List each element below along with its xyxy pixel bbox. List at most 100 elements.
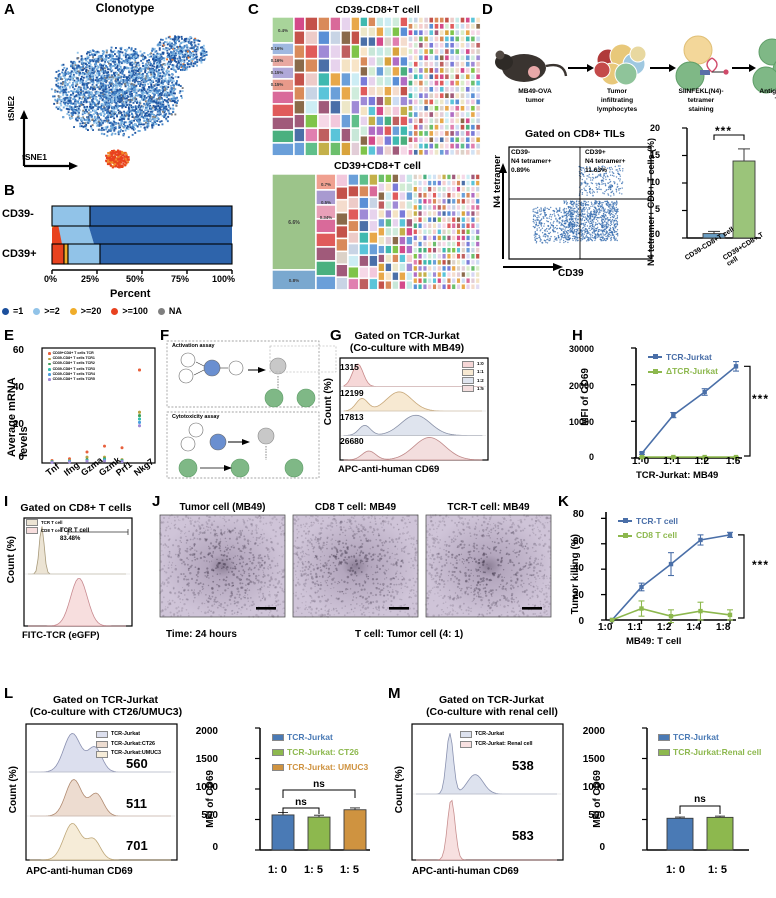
panel-m-hist-legend: TCR-Jurkat TCR-Jurkat: Renal cell <box>460 730 533 749</box>
panel-i-ylabel: Count (%) <box>6 536 17 584</box>
legend-swatch-icon <box>26 527 38 535</box>
panel-label-f: F <box>160 327 170 344</box>
panel-l-hist-legend-label-2: TCR-Jurkat:UMUC3 <box>111 750 162 757</box>
panel-b-xtick-1: 25% <box>81 274 100 284</box>
legend-swatch-icon <box>272 763 284 771</box>
panel-l-bar-xtick-2: 1: 5 <box>340 864 359 876</box>
panel-l-hist-legend: TCR-Jurkat TCR-Jurkat:CT26 TCR-Jurkat:UMUC… <box>96 730 161 759</box>
panel-a-tsne-plot: tSNE1 tSNE2 <box>6 18 238 188</box>
panel-h-ytick-1: 20000 <box>568 381 594 391</box>
panel-label-j: J <box>152 493 161 510</box>
panel-m-mfi-value-1: 583 <box>512 828 534 843</box>
panel-b-legend: =1 >=2 >=20 >=100 NA <box>2 306 182 316</box>
panel-g-legend-label-2: 1:2 <box>477 377 484 383</box>
panel-l-ylabel: Count (%) <box>8 766 19 814</box>
panel-b-row2-label: CD39+ <box>2 248 37 260</box>
panel-g-histogram <box>338 356 490 462</box>
svg-text:6.6%: 6.6% <box>288 220 300 226</box>
panel-k-xlabel: MB49: T cell <box>626 636 682 647</box>
panel-d-significance: *** <box>715 124 733 138</box>
panel-k-ytick-3: 20 <box>572 590 584 601</box>
panel-j-foot-left: Time: 24 hours <box>166 629 237 640</box>
panel-label-h: H <box>572 327 583 344</box>
legend-dot-icon <box>48 362 51 366</box>
legend-dot-icon <box>48 367 51 371</box>
panel-l-histogram <box>24 722 179 862</box>
legend-swatch-icon <box>462 385 474 393</box>
panel-m-bar-legend-label-0: TCR-Jurkat <box>673 732 719 742</box>
panel-e-legend-item-5: CD39-CD8+ T cells TCR5 <box>48 377 95 382</box>
panel-m-mfi-value-0: 538 <box>512 758 534 773</box>
panel-k-ytick-2: 40 <box>572 563 584 574</box>
panel-j-title-2: TCR-T cell: MB49 <box>447 502 530 513</box>
legend-dot-icon <box>33 307 41 315</box>
panel-k-ytick-0: 80 <box>572 509 584 520</box>
panel-b-legend-label-3: >=100 <box>122 306 148 316</box>
svg-text:0.4%: 0.4% <box>278 28 288 33</box>
panel-h-xtick-0: 1: 0 <box>632 456 650 467</box>
panel-m-title-2: (Co-culture with renal cell) <box>426 706 558 718</box>
svg-text:0.15%: 0.15% <box>271 70 284 75</box>
panel-m-hist-legend-label-0: TCR-Jurkat <box>475 731 505 737</box>
panel-e-legend-item-2: CD39-CD8+ T cells TCR2 <box>48 361 95 366</box>
panel-g-mfi-value-2: 17813 <box>340 412 364 422</box>
panel-l-bar-legend-label-0: TCR-Jurkat <box>287 732 333 742</box>
panel-g-xlabel: APC-anti-human CD69 <box>338 464 440 475</box>
panel-m-bar-legend-item-0: TCR-Jurkat <box>658 730 761 745</box>
panel-l-title-2: (Co-culture with CT26/UMUC3) <box>29 706 183 718</box>
panel-b-bar-cd39pos <box>51 243 233 265</box>
panel-j-title-0: Tumor cell (MB49) <box>179 502 266 513</box>
panel-i-legend: TCR T cell CD8 T cell <box>26 519 62 535</box>
legend-dot-icon <box>157 307 165 315</box>
panel-k-ytick-4: 0 <box>578 616 584 627</box>
panel-k-xtick-2: 1:2 <box>657 622 672 633</box>
panel-b-legend-label-1: >=2 <box>44 306 60 316</box>
svg-text:0.34%: 0.34% <box>320 215 333 220</box>
panel-a-ylabel: tSNE2 <box>6 96 16 122</box>
panel-l-bar-ytick-3: 500 <box>201 810 218 821</box>
panel-g-legend-label-0: 1:0 <box>477 361 484 366</box>
panel-b-legend-label-0: =1 <box>13 306 24 316</box>
panel-d-workflow <box>490 22 776 117</box>
panel-k-legend-label-1: CD8 T cell <box>636 530 678 541</box>
panel-k-xtick-1: 1:1 <box>627 622 642 633</box>
panel-b-xtick-2: 50% <box>126 274 145 284</box>
legend-dot-icon <box>69 307 77 315</box>
panel-e-ytick-2: 20 <box>12 419 24 430</box>
panel-l-bar-chart: ns ns <box>255 727 376 860</box>
panel-d-flow-xlabel: CD39 <box>558 268 584 279</box>
panel-l-hist-legend-item-1: TCR-Jurkat:CT26 <box>96 740 161 750</box>
panel-h-legend-label-0: TCR-Jurkat <box>666 352 712 362</box>
panel-g-title-2: (Co-culture with MB49) <box>349 342 465 354</box>
panel-m-bar-chart: ns <box>642 727 757 860</box>
legend-dot-icon <box>111 307 119 315</box>
panel-h-ytick-3: 0 <box>588 452 594 462</box>
panel-b-legend-item-0: =1 <box>2 306 23 316</box>
panel-a-xlabel: tSNE1 <box>22 152 48 162</box>
svg-text:0.16%: 0.16% <box>271 46 284 51</box>
panel-e-legend-item-3: CD39-CD8+ T cells TCR3 <box>48 367 95 372</box>
panel-h-ytick-0: 30000 <box>568 344 594 354</box>
panel-b-legend-item-3: >=100 <box>111 306 148 316</box>
panel-m-bar-legend: TCR-Jurkat TCR-Jurkat:Renal cell <box>658 730 761 760</box>
panel-d-bar-chart <box>682 127 765 253</box>
legend-dot-icon <box>48 378 51 381</box>
panel-b-legend-label-2: >=20 <box>80 306 102 316</box>
panel-l-hist-legend-label-0: TCR-Jurkat <box>111 731 141 737</box>
panel-f-schematic <box>166 340 337 480</box>
legend-swatch-icon <box>460 731 472 739</box>
panel-l-mfi-value-0: 560 <box>126 756 148 771</box>
panel-i-gate-label: TCR T cell 83.48% <box>60 528 90 542</box>
panel-m-hist-legend-label-1: TCR-Jurkat: Renal cell <box>475 740 533 747</box>
legend-line-marker-icon <box>618 518 632 524</box>
panel-g-ylabel: Count (%) <box>323 378 334 426</box>
panel-g-title-1: Gated on TCR-Jurkat <box>354 330 460 342</box>
panel-m-hist-legend-item-0: TCR-Jurkat <box>460 730 533 740</box>
panel-b-xtick-0: 0% <box>44 274 58 284</box>
panel-e-legend-label-3: CD39-CD8+ T cells TCR3 <box>52 366 95 371</box>
panel-g-legend-item-2: 1:2 <box>462 377 484 385</box>
panel-d-step-label-0: MB49-OVA tumor <box>518 88 552 104</box>
panel-g-legend-label-3: 1:5 <box>477 385 484 391</box>
panel-a-title: Clonotype <box>30 1 220 16</box>
panel-e-legend-label-2: CD39-CD8+ T cells TCR2 <box>52 361 95 366</box>
